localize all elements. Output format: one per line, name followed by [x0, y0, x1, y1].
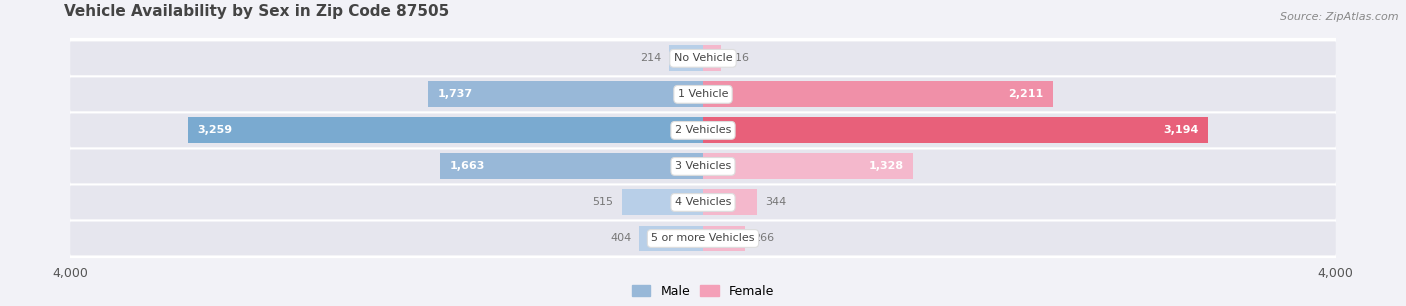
Bar: [429, 81, 703, 107]
Text: 116: 116: [730, 53, 751, 63]
Bar: [440, 153, 703, 179]
Text: 515: 515: [593, 197, 613, 207]
Bar: [621, 189, 703, 215]
Bar: [703, 226, 745, 252]
FancyBboxPatch shape: [70, 41, 1336, 75]
Text: Source: ZipAtlas.com: Source: ZipAtlas.com: [1281, 12, 1399, 22]
Bar: [703, 81, 1053, 107]
Text: 2,211: 2,211: [1008, 89, 1043, 99]
Bar: [187, 118, 703, 144]
Bar: [703, 45, 721, 71]
Bar: [703, 118, 1208, 144]
Text: 2 Vehicles: 2 Vehicles: [675, 125, 731, 135]
Text: 1,663: 1,663: [450, 162, 485, 171]
FancyBboxPatch shape: [70, 150, 1336, 183]
Text: 1,737: 1,737: [437, 89, 472, 99]
FancyBboxPatch shape: [70, 77, 1336, 111]
Text: 1,328: 1,328: [869, 162, 904, 171]
Legend: Male, Female: Male, Female: [627, 280, 779, 303]
Text: 3 Vehicles: 3 Vehicles: [675, 162, 731, 171]
Text: No Vehicle: No Vehicle: [673, 53, 733, 63]
Text: 1 Vehicle: 1 Vehicle: [678, 89, 728, 99]
FancyBboxPatch shape: [70, 185, 1336, 219]
FancyBboxPatch shape: [70, 114, 1336, 147]
Text: Vehicle Availability by Sex in Zip Code 87505: Vehicle Availability by Sex in Zip Code …: [65, 4, 450, 19]
Text: 3,259: 3,259: [197, 125, 232, 135]
Text: 266: 266: [754, 233, 775, 244]
FancyBboxPatch shape: [70, 222, 1336, 256]
Bar: [703, 153, 912, 179]
Bar: [703, 189, 758, 215]
Text: 3,194: 3,194: [1163, 125, 1199, 135]
Text: 4 Vehicles: 4 Vehicles: [675, 197, 731, 207]
Text: 5 or more Vehicles: 5 or more Vehicles: [651, 233, 755, 244]
Text: 344: 344: [765, 197, 786, 207]
Text: 214: 214: [640, 53, 661, 63]
Bar: [669, 45, 703, 71]
Text: 404: 404: [610, 233, 631, 244]
Bar: [640, 226, 703, 252]
